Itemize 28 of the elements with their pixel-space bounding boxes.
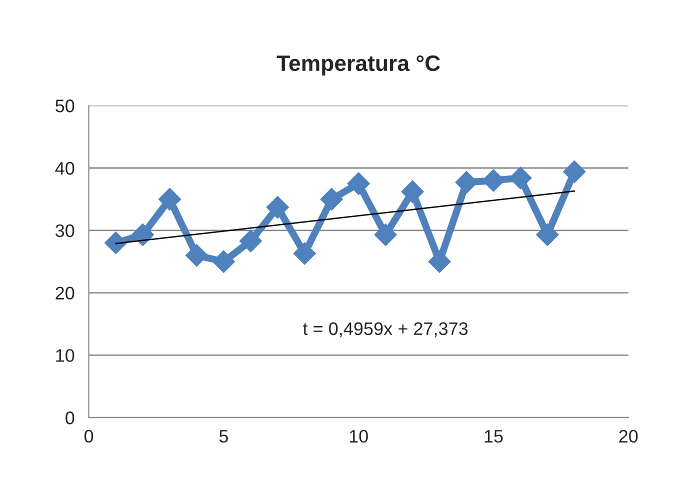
point xyxy=(185,244,208,267)
chart-title: Temperatura °C xyxy=(276,55,440,76)
point xyxy=(158,188,182,211)
point xyxy=(536,223,559,246)
point xyxy=(266,196,289,219)
y-tick-label: 40 xyxy=(55,162,74,175)
x-tick-label: 10 xyxy=(350,430,368,443)
annotation: t = 0,4959x + 27,373 xyxy=(303,322,468,338)
point xyxy=(347,172,370,195)
x-tick-label: 20 xyxy=(619,430,638,443)
point xyxy=(212,250,236,273)
point xyxy=(374,223,397,246)
point xyxy=(131,223,154,246)
point xyxy=(401,180,424,204)
y-tick-label: 0 xyxy=(66,412,74,424)
point xyxy=(293,242,316,265)
y-tick-label: 50 xyxy=(56,100,74,112)
point xyxy=(104,232,128,254)
point xyxy=(320,188,343,211)
x-tick-label: 0 xyxy=(84,430,94,443)
point xyxy=(239,230,262,252)
point xyxy=(563,160,586,184)
point xyxy=(428,250,451,273)
y-tick-label: 10 xyxy=(56,349,74,362)
x-tick-label: 5 xyxy=(219,430,228,443)
y-tick-label: 20 xyxy=(56,286,74,300)
x-tick-label: 15 xyxy=(484,430,503,443)
y-tick-label: 30 xyxy=(56,224,74,238)
